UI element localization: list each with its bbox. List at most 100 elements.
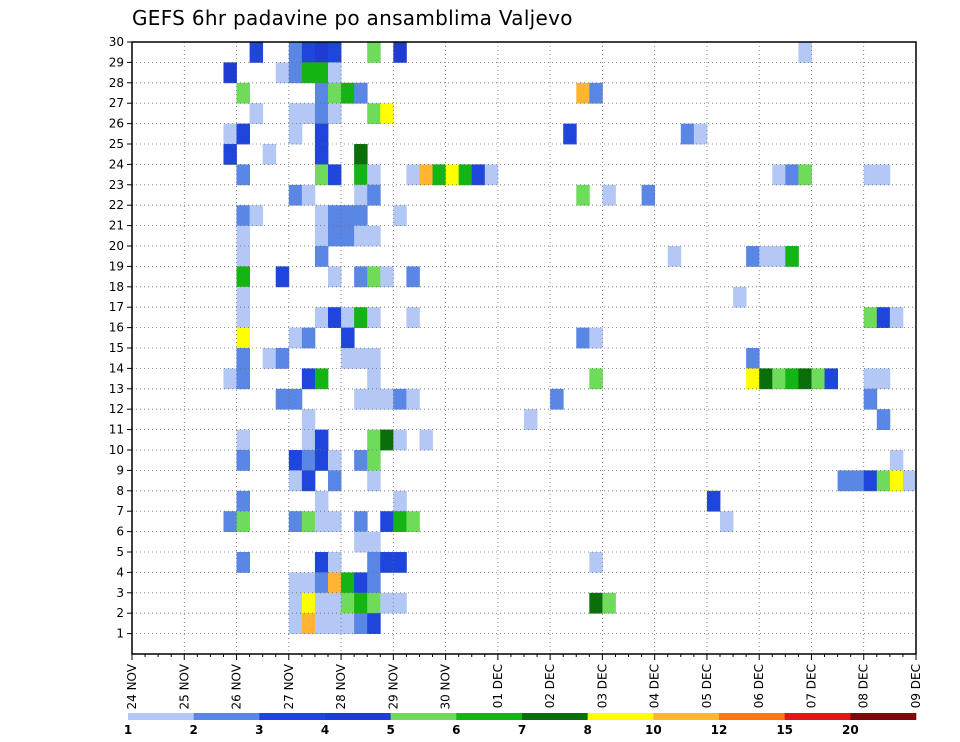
colorbar-swatch	[719, 713, 785, 720]
y-tick-label: 11	[109, 423, 124, 437]
y-tick-label: 2	[116, 606, 124, 620]
heatmap-cell	[863, 470, 878, 492]
heatmap-cell	[314, 144, 329, 165]
heatmap-cell	[301, 103, 316, 124]
heatmap-cell	[406, 307, 420, 328]
y-tick-label: 20	[109, 239, 124, 253]
y-tick-label: 3	[116, 586, 124, 600]
heatmap-cell	[354, 572, 368, 594]
heatmap-cell	[693, 123, 708, 145]
heatmap-cell	[314, 205, 329, 226]
heatmap-cell	[328, 266, 342, 288]
heatmap-cell	[236, 511, 250, 532]
heatmap-cell	[837, 470, 852, 492]
heatmap-cell	[367, 552, 381, 573]
heatmap-cell	[314, 123, 329, 145]
heatmap-cell	[341, 613, 355, 634]
y-tick-label: 10	[109, 443, 124, 457]
y-tick-label: 21	[109, 219, 124, 233]
colorbar-label: 2	[189, 723, 197, 737]
y-tick-label: 6	[116, 525, 124, 539]
heatmap-cell	[314, 552, 329, 573]
heatmap-cell	[876, 470, 891, 492]
heatmap-cell	[288, 450, 303, 471]
heatmap-cell	[367, 164, 381, 186]
heatmap-cell	[798, 42, 812, 63]
colorbar-label: 10	[645, 723, 662, 737]
heatmap-cell	[328, 613, 342, 634]
heatmap-cell	[772, 246, 786, 267]
heatmap-cell	[288, 327, 303, 349]
y-tick-label: 9	[116, 463, 124, 477]
heatmap-cell	[367, 470, 381, 492]
heatmap-cell	[367, 368, 381, 390]
heatmap-cell	[236, 327, 250, 349]
heatmap-cell	[236, 348, 250, 369]
x-axis: 24 NOV 25 NOV 26 NOV 27 NOV 28 NOV 29 NOV 30 N…	[125, 654, 923, 710]
heatmap-cell	[785, 368, 799, 390]
colorbar-label: 1	[124, 723, 132, 737]
heatmap-cell	[314, 225, 329, 247]
colorbar-label: 3	[255, 723, 263, 737]
colorbar-label: 7	[518, 723, 526, 737]
colorbar-swatch	[850, 713, 917, 720]
heatmap-cell	[367, 225, 381, 247]
heatmap-cell	[328, 62, 342, 84]
x-tick-label: 08 DEC	[857, 664, 871, 708]
heatmap-cell	[393, 490, 407, 512]
heatmap-cell	[393, 429, 407, 451]
heatmap-cell	[288, 42, 303, 63]
y-axis: 1234567891011121314151617181920212223242…	[109, 35, 132, 641]
heatmap-cell	[288, 511, 303, 532]
heatmap-cell	[328, 205, 342, 226]
colorbar-swatch	[390, 713, 457, 720]
heatmap-cell	[288, 388, 303, 410]
heatmap-cell	[236, 307, 250, 328]
heatmap-cell	[706, 490, 721, 512]
heatmap-cell	[406, 266, 420, 288]
grid-lines	[132, 42, 916, 654]
heatmap-cell	[341, 82, 355, 104]
heatmap-cell	[236, 450, 250, 471]
heatmap-cell	[341, 327, 355, 349]
heatmap-cell	[236, 205, 250, 226]
x-tick-label: 07 DEC	[804, 664, 818, 708]
heatmap-cell	[301, 184, 316, 206]
heatmap-cell	[354, 511, 368, 532]
heatmap-cell	[759, 246, 773, 267]
heatmap-cell	[249, 103, 264, 124]
y-tick-label: 14	[109, 361, 124, 375]
heatmap-cell	[367, 592, 381, 614]
heatmap-cell	[301, 429, 316, 451]
heatmap-cell	[576, 184, 590, 206]
y-tick-label: 23	[109, 178, 124, 192]
heatmap-cell	[863, 164, 878, 186]
heatmap-cell	[223, 62, 237, 84]
heatmap-cell	[354, 164, 368, 186]
y-tick-label: 27	[109, 96, 124, 110]
heatmap-cell	[301, 592, 316, 614]
heatmap-cell	[314, 429, 329, 451]
x-tick-label: 25 NOV	[177, 663, 191, 709]
heatmap-cell	[275, 266, 290, 288]
x-tick-label: 24 NOV	[125, 663, 139, 709]
heatmap-cell	[236, 266, 250, 288]
heatmap-cell	[328, 225, 342, 247]
heatmap-cell	[811, 368, 825, 390]
heatmap-cell	[367, 572, 381, 594]
heatmap-cells	[223, 42, 917, 634]
x-tick-label: 03 DEC	[595, 664, 609, 708]
heatmap-cell	[262, 348, 277, 369]
y-tick-label: 1	[116, 627, 124, 641]
heatmap-cell	[223, 123, 237, 145]
heatmap-cell	[341, 225, 355, 247]
heatmap-cell	[367, 531, 381, 553]
heatmap-cell	[236, 429, 250, 451]
heatmap-cell	[589, 327, 603, 349]
heatmap-cell	[314, 592, 329, 614]
heatmap-cell	[249, 42, 264, 63]
heatmap-cell	[314, 103, 329, 124]
heatmap-cell	[380, 552, 394, 573]
heatmap-cell	[667, 246, 682, 267]
